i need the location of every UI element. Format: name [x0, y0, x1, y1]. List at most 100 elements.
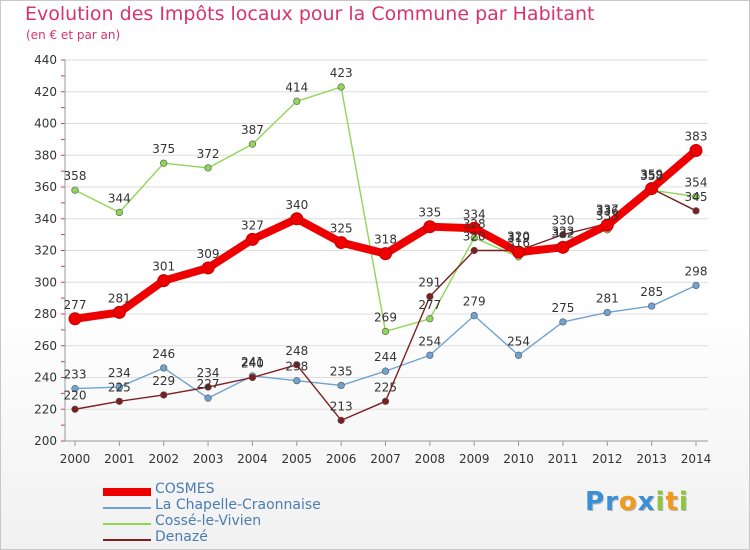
data-label: 229: [152, 374, 175, 388]
data-label: 213: [330, 399, 353, 413]
data-point: [160, 160, 167, 167]
data-label: 335: [418, 206, 441, 220]
y-tick-label: 400: [34, 117, 57, 131]
legend-label: Cossé-le-Vivien: [155, 513, 261, 529]
x-tick-label: 2011: [548, 452, 579, 466]
data-point: [202, 262, 214, 274]
y-tick-label: 240: [34, 371, 57, 385]
data-label: 309: [197, 247, 220, 261]
logo-letter: i: [656, 487, 666, 517]
x-tick-label: 2012: [592, 452, 623, 466]
data-point: [335, 237, 347, 249]
data-label: 244: [374, 350, 397, 364]
y-tick-label: 280: [34, 307, 57, 321]
data-point: [160, 392, 167, 399]
data-point: [382, 328, 389, 335]
y-tick-label: 320: [34, 244, 57, 258]
y-tick-label: 260: [34, 339, 57, 353]
data-point: [693, 208, 700, 215]
data-label: 238: [285, 360, 308, 374]
data-point: [424, 221, 436, 233]
data-point: [72, 406, 79, 413]
data-point: [69, 313, 81, 325]
data-label: 330: [551, 214, 574, 228]
logo-letter: t: [665, 487, 678, 517]
data-point: [471, 312, 478, 319]
data-label: 220: [64, 388, 87, 402]
data-point: [693, 282, 700, 289]
data-point: [604, 309, 611, 316]
data-label: 298: [685, 264, 708, 278]
data-label: 423: [330, 66, 353, 80]
x-tick-label: 2003: [193, 452, 224, 466]
data-label: 337: [596, 203, 619, 217]
data-label: 281: [108, 291, 131, 305]
data-label: 291: [418, 276, 441, 290]
y-tick-label: 300: [34, 275, 57, 289]
data-point: [427, 315, 434, 322]
x-tick-label: 2005: [282, 452, 313, 466]
data-label: 375: [152, 142, 175, 156]
data-label: 345: [685, 190, 708, 204]
logo-letter: i: [679, 487, 689, 517]
y-tick-label: 220: [34, 402, 57, 416]
data-label: 279: [463, 295, 486, 309]
data-label: 358: [64, 169, 87, 183]
data-label: 387: [241, 123, 264, 137]
data-point: [427, 352, 434, 359]
data-point: [515, 352, 522, 359]
x-tick-label: 2009: [459, 452, 490, 466]
data-label: 269: [374, 310, 397, 324]
data-label: 277: [64, 298, 87, 312]
x-tick-label: 2014: [681, 452, 712, 466]
logo-letter: P: [585, 487, 605, 517]
logo-letter: x: [638, 487, 656, 517]
y-tick-label: 420: [34, 85, 57, 99]
data-label: 285: [640, 285, 663, 299]
data-label: 354: [685, 176, 708, 190]
data-label: 344: [108, 191, 131, 205]
data-label: 320: [507, 230, 530, 244]
data-label: 281: [596, 291, 619, 305]
data-point: [246, 233, 258, 245]
data-point: [690, 144, 702, 156]
logo-letter: o: [619, 487, 638, 517]
data-point: [116, 398, 123, 405]
legend-label: COSMES: [155, 481, 215, 497]
data-point: [380, 248, 392, 260]
data-label: 327: [241, 218, 264, 232]
data-point: [648, 303, 655, 310]
x-tick-label: 2008: [415, 452, 446, 466]
data-point: [338, 84, 345, 91]
x-tick-label: 2013: [636, 452, 667, 466]
legend-label: Denazé: [155, 529, 208, 545]
data-point: [116, 209, 123, 216]
data-label: 234: [197, 366, 220, 380]
data-label: 414: [285, 80, 308, 94]
data-label: 320: [463, 230, 486, 244]
data-label: 254: [418, 334, 441, 348]
data-label: 383: [685, 129, 708, 143]
data-label: 359: [640, 168, 663, 182]
legend-swatch: [103, 523, 151, 525]
data-label: 240: [241, 357, 264, 371]
x-tick-label: 2010: [503, 452, 534, 466]
data-point: [205, 395, 212, 402]
data-label: 277: [418, 298, 441, 312]
data-point: [291, 213, 303, 225]
data-point: [338, 382, 345, 389]
data-point: [205, 165, 212, 172]
x-tick-label: 2006: [326, 452, 357, 466]
data-label: 340: [285, 198, 308, 212]
data-point: [249, 374, 256, 381]
y-tick-label: 380: [34, 148, 57, 162]
data-point: [293, 377, 300, 384]
data-point: [113, 306, 125, 318]
data-label: 372: [197, 147, 220, 161]
data-label: 225: [108, 380, 131, 394]
data-label: 254: [507, 334, 530, 348]
logo-letter: r: [605, 487, 619, 517]
y-tick-label: 360: [34, 180, 57, 194]
x-tick-label: 2004: [237, 452, 268, 466]
